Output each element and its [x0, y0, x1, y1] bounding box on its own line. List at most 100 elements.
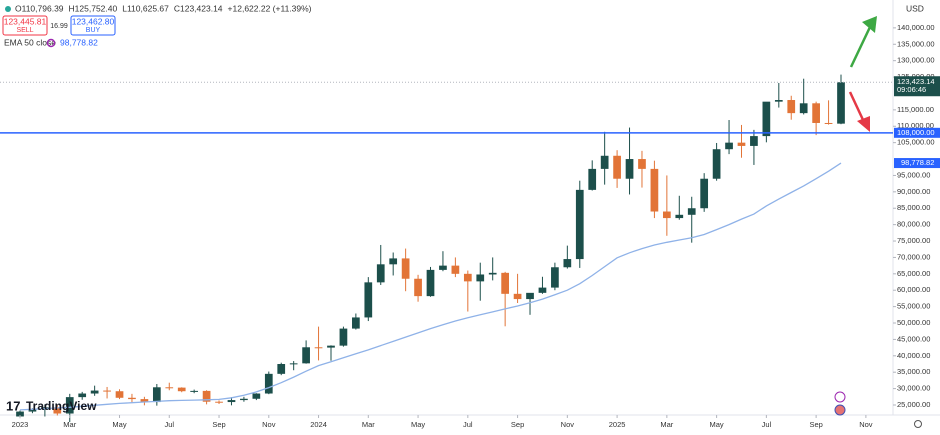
x-tick-label: Nov	[859, 420, 873, 429]
sell-label: SELL	[16, 27, 33, 34]
y-tick-label: 110,000.00	[897, 121, 934, 130]
x-tick-label: Jul	[463, 420, 473, 429]
x-tick-label: Mar	[63, 420, 76, 429]
candle-body	[128, 397, 136, 400]
ohlc-value: +12,622.22 (+11.39%)	[228, 3, 312, 13]
green-arrow	[849, 26, 872, 68]
candle-body	[115, 391, 124, 398]
candle-body	[65, 397, 74, 414]
y-tick-label: 35,000.00	[897, 367, 930, 376]
ema-settings-icon[interactable]	[46, 38, 56, 48]
candle-body	[476, 274, 485, 282]
y-tick-label: 85,000.00	[897, 203, 930, 212]
sell-price: 123,445.81	[4, 16, 47, 26]
candle-body	[563, 259, 572, 268]
candle-body	[177, 387, 186, 392]
plot-area	[16, 74, 845, 423]
candle-body	[837, 82, 845, 124]
currency: USD	[906, 3, 924, 13]
candle-body	[762, 101, 771, 137]
y-tick-label: 60,000.00	[897, 285, 930, 294]
x-tick-label: 2023	[12, 420, 29, 429]
candle-body	[215, 401, 223, 403]
y-tick-label: 70,000.00	[897, 252, 930, 261]
candle-body	[202, 390, 211, 402]
candle-body	[302, 347, 310, 364]
buy-label: BUY	[86, 27, 101, 34]
x-tick-label: Jul	[164, 420, 174, 429]
event-icon[interactable]	[834, 391, 846, 403]
status-dot	[5, 6, 11, 12]
red-arrow	[848, 91, 866, 123]
y-tick-label: 115,000.00	[897, 105, 934, 114]
candle-body	[451, 265, 460, 274]
candle-body	[675, 214, 684, 219]
candle-body	[314, 347, 323, 349]
candle-body	[165, 387, 174, 389]
x-tick-label: Mar	[362, 420, 375, 429]
flag-icon[interactable]	[834, 404, 846, 416]
candle-body	[439, 265, 447, 270]
candle-body	[327, 345, 335, 348]
candle-body	[227, 400, 236, 403]
y-tick-label: 135,000.00	[897, 39, 935, 48]
settings-icon[interactable]	[914, 420, 922, 428]
y-tick-label: 50,000.00	[897, 318, 930, 327]
candle-body	[463, 273, 472, 282]
candle-body	[426, 269, 435, 297]
x-tick-label: May	[411, 420, 425, 429]
ema-badge-label: 98,778.82	[901, 158, 934, 167]
green-arrowhead	[862, 16, 877, 33]
candle-body	[240, 398, 248, 401]
level-badge	[894, 127, 940, 138]
candle-body	[364, 282, 373, 318]
candle-body	[190, 390, 199, 392]
ohlc-value: C123,423.14	[174, 3, 223, 13]
y-tick-label: 55,000.00	[897, 302, 930, 311]
candle-body	[737, 142, 746, 146]
candle-body	[414, 278, 422, 297]
candle-body	[16, 411, 24, 417]
candle-body	[376, 264, 385, 283]
candle-body	[712, 149, 721, 179]
candle-body	[53, 407, 62, 414]
candle-body	[277, 364, 286, 374]
ema-line	[19, 162, 842, 411]
candle-body	[575, 189, 584, 260]
buy-button[interactable]	[70, 15, 116, 36]
candle-body	[488, 272, 497, 275]
candle-body	[812, 103, 820, 123]
ema-badge	[894, 158, 940, 169]
x-tick-label: 2025	[609, 420, 626, 429]
level-badge-label: 108,000.00	[897, 128, 935, 137]
candle-body	[513, 293, 522, 300]
ohlc-legend: O110,796.39 H125,752.40 L110,625.67 C123,42…	[15, 3, 312, 13]
countdown: 09:06:46	[897, 85, 926, 94]
candle-body	[725, 142, 733, 150]
spread: 16.99	[50, 23, 68, 30]
candle-body	[787, 100, 796, 114]
y-tick-label: 65,000.00	[897, 269, 930, 278]
sell-button[interactable]	[2, 15, 48, 36]
candle-body	[613, 155, 621, 179]
x-tick-label: Sep	[212, 420, 225, 429]
candle-body	[588, 168, 597, 190]
logo-text: TradingView	[26, 399, 97, 413]
candle-body	[501, 272, 509, 294]
candle-body	[140, 399, 149, 403]
y-tick-label: 140,000.00	[897, 23, 935, 32]
candle-body	[103, 390, 111, 392]
y-tick-label: 75,000.00	[897, 236, 930, 245]
candle-body	[389, 258, 398, 265]
ohlc-value: L110,625.67	[122, 3, 169, 13]
ema-name: EMA 50 close	[4, 37, 56, 47]
x-tick-label: Nov	[262, 420, 276, 429]
y-tick-label: 25,000.00	[897, 400, 930, 409]
candle-body	[78, 393, 87, 398]
x-tick-label: May	[112, 420, 126, 429]
candle-body	[662, 211, 671, 219]
candle-body	[638, 159, 646, 169]
candle-body	[650, 168, 659, 212]
